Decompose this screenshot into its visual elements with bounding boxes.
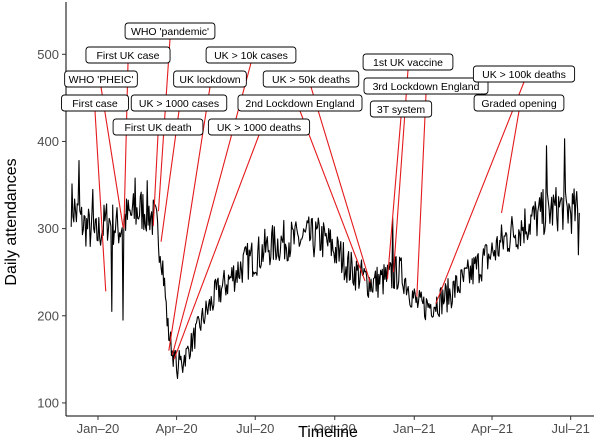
annotation-label: First case: [72, 98, 118, 110]
annotation-leader-line: [299, 110, 366, 282]
annotation-label: Graded opening: [481, 98, 556, 110]
annotation-leader-line: [500, 110, 520, 214]
annotation-box: [363, 77, 489, 95]
annotation-box: [173, 70, 247, 88]
annotation-box: [64, 70, 138, 88]
x-tick-label: Jul–21: [552, 421, 590, 436]
y-tick-label: 500: [37, 47, 59, 62]
annotation-leader-line: [94, 110, 107, 292]
y-tick-label: 200: [37, 308, 59, 323]
series-layer: [70, 138, 580, 380]
x-axis-title: Timeline: [298, 424, 358, 440]
annotation-label: WHO 'pandemic': [131, 26, 209, 38]
annotation-box: [130, 94, 228, 112]
annotation-box: [369, 100, 433, 118]
annotation-label: 3T system: [377, 104, 425, 116]
annotation-label: UK > 1000 cases: [139, 98, 219, 110]
annotation-label: First UK case: [96, 50, 159, 62]
annotation-leader-line: [435, 81, 525, 304]
annotation-box: [362, 53, 454, 71]
annotation-label: UK > 1000 deaths: [217, 122, 301, 134]
annotation-box: [472, 65, 576, 83]
annotation-box: [112, 118, 204, 136]
titles-layer: Timeline Daily attendances: [3, 158, 358, 440]
annotation-box: [124, 22, 216, 40]
annotation-box: [262, 70, 360, 88]
y-tick-label: 100: [37, 395, 59, 410]
annotation-label: WHO 'PHEIC': [69, 74, 134, 86]
y-tick-label: 300: [37, 221, 59, 236]
x-tick-label: Apr–20: [156, 421, 198, 436]
x-tick-label: Jul–20: [236, 421, 274, 436]
annotation-leader-line: [152, 134, 159, 227]
x-tick-label: Oct–20: [314, 421, 356, 436]
y-axis-title: Daily attendances: [3, 158, 20, 285]
annotation-leader-line: [123, 62, 129, 229]
annotation-box: [205, 46, 297, 64]
x-tick-label: Jan–21: [393, 421, 436, 436]
annotation-leader-line: [173, 134, 260, 360]
daily-attendance-line: [70, 138, 580, 380]
annotation-leader-line: [386, 116, 402, 280]
annotation-box: [61, 94, 129, 112]
annotation-leader-line: [416, 93, 427, 297]
annotation-box: [207, 118, 311, 136]
annotation-label: 1st UK vaccine: [373, 57, 443, 69]
y-tick-label: 400: [37, 134, 59, 149]
annotation-box: [237, 94, 363, 112]
annotation-label: UK > 10k cases: [214, 50, 288, 62]
x-tick-label: Jan–20: [77, 421, 120, 436]
annotation-leader-line: [310, 86, 371, 283]
annotation-box: [85, 46, 171, 64]
annotation-box: [473, 94, 565, 112]
annotation-leader-line: [171, 62, 252, 356]
axes-layer: 100 200 300 400 500 Jan–20 Apr–20 Jul–20 Oct–20 J…: [37, 2, 594, 436]
annotation-label: 3rd Lockdown England: [373, 81, 480, 93]
annotation-leader-line: [392, 69, 409, 273]
x-tick-label: Apr–21: [471, 421, 513, 436]
annotation-label: UK > 100k deaths: [482, 69, 566, 81]
annotation-label: UK lockdown: [179, 74, 240, 86]
annotation-label: UK > 50k deaths: [272, 74, 350, 86]
annotation-layer: WHO 'pandemic' First UK case UK > 10k case…: [61, 22, 576, 360]
annotation-label: First UK death: [124, 122, 191, 134]
annotation-label: 2nd Lockdown England: [245, 98, 354, 110]
